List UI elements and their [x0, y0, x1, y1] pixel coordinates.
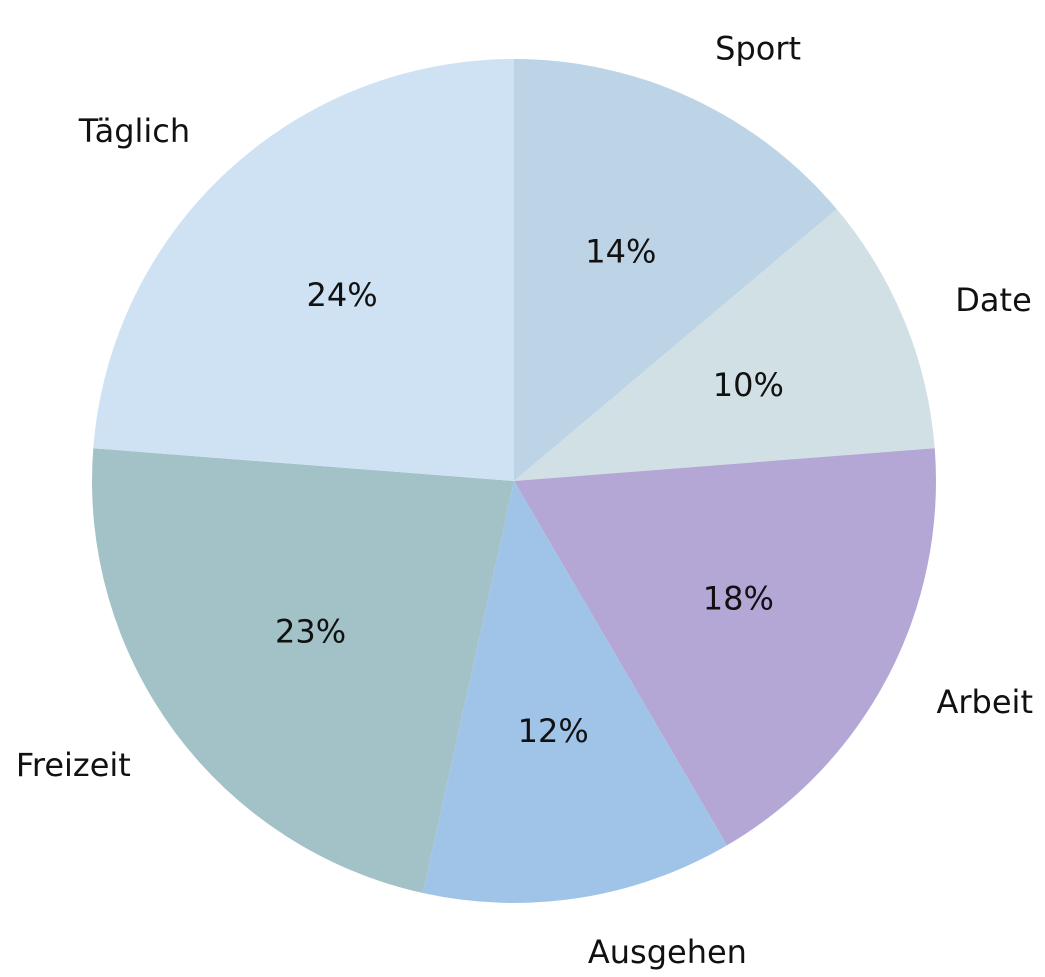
pie-slice-sport: [514, 59, 837, 481]
pie-category-label-freizeit: Freizeit: [16, 746, 131, 784]
pie-slice-date: [514, 209, 935, 481]
pie-percent-label-taeglich: 24%: [306, 276, 377, 314]
pie-percent-label-freizeit: 23%: [275, 613, 346, 651]
pie-category-label-sport: Sport: [715, 30, 801, 68]
pie-category-label-date: Date: [955, 281, 1031, 319]
pie-slice-taeglich: [93, 59, 514, 481]
pie-category-labels: Sport Date Arbeit Ausgehen Freizeit Täglich: [16, 30, 1033, 971]
pie-percent-label-sport: 14%: [585, 232, 656, 270]
pie-category-label-ausgehen: Ausgehen: [588, 933, 747, 971]
pie-slice-ausgehen: [422, 481, 727, 904]
pie-percent-label-date: 10%: [713, 366, 784, 404]
pie-category-label-arbeit: Arbeit: [937, 683, 1033, 721]
pie-category-label-taeglich: Täglich: [78, 112, 190, 150]
pie-percent-labels: 14% 10% 18% 12% 23% 24%: [275, 232, 784, 750]
pie-percent-label-ausgehen: 12%: [518, 712, 589, 750]
pie-percent-label-arbeit: 18%: [703, 579, 774, 617]
pie-slices: [91, 59, 936, 904]
pie-slice-freizeit: [91, 448, 514, 894]
pie-slice-arbeit: [514, 448, 936, 846]
